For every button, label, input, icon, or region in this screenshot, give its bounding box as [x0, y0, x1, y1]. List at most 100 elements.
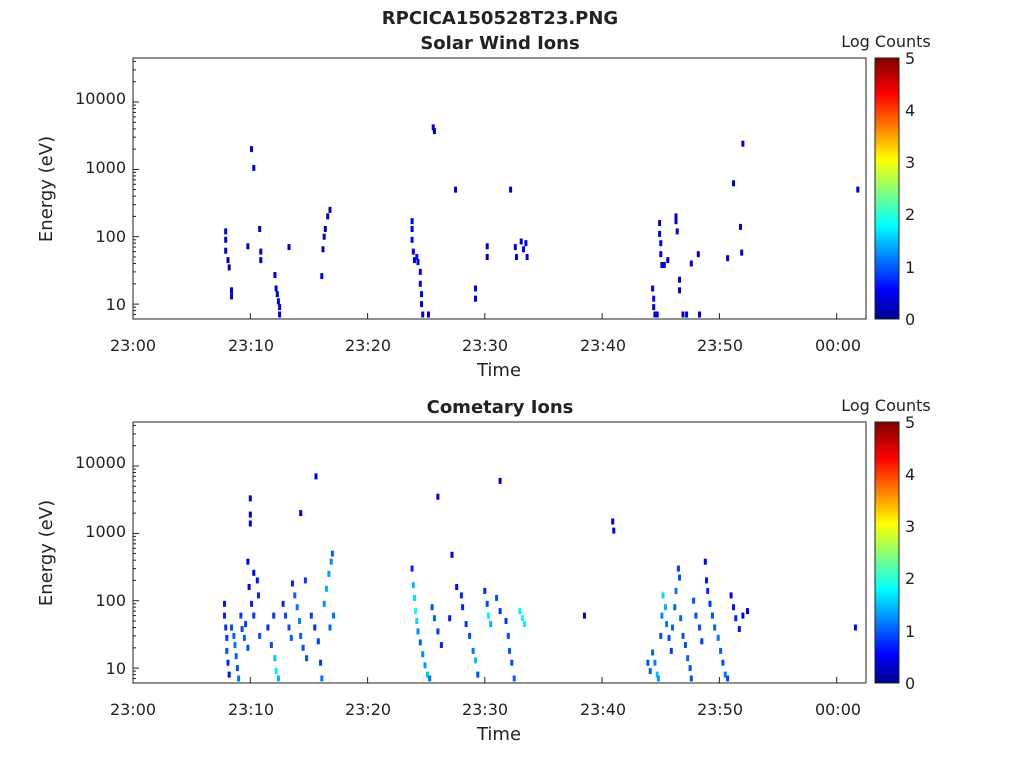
y-tick-label: 10 — [106, 659, 126, 678]
heatmap-cell — [667, 634, 671, 641]
heatmap-cell — [410, 236, 414, 243]
heatmap-cell — [485, 600, 489, 607]
x-tick-label: 23:40 — [580, 700, 626, 719]
y-tick-label: 10 — [106, 295, 126, 314]
heatmap-cell — [853, 624, 857, 631]
heatmap-cell — [230, 293, 233, 300]
heatmap-cell — [420, 301, 423, 308]
colorbar-tick-label: 1 — [905, 622, 915, 641]
heatmap-cell — [269, 642, 273, 648]
heatmap-cell — [276, 675, 280, 682]
heatmap-cell — [328, 206, 332, 213]
heatmap-cell — [421, 311, 425, 318]
x-tick-label: 00:00 — [815, 336, 861, 355]
heatmap-cell — [659, 251, 663, 258]
heatmap-cell — [498, 477, 502, 484]
x-axis-label: Time — [476, 724, 521, 745]
heatmap-cell — [309, 612, 313, 619]
heatmap-cell — [252, 569, 256, 576]
heatmap-cell — [464, 621, 468, 628]
heatmap-cell — [524, 240, 528, 247]
heatmap-cell — [741, 140, 745, 147]
heatmap-cell — [416, 259, 420, 266]
heatmap-cell — [510, 659, 514, 666]
heatmap-cell — [431, 124, 435, 131]
heatmap-cell — [413, 594, 416, 601]
heatmap-cell — [495, 594, 499, 601]
heatmap-cell — [227, 671, 231, 678]
panel-title: Solar Wind Ions — [420, 33, 579, 54]
y-tick-label: 1000 — [85, 522, 126, 541]
heatmap-cell — [705, 577, 708, 584]
heatmap-cell — [223, 612, 226, 619]
heatmap-cell — [506, 632, 510, 639]
heatmap-cell — [410, 218, 414, 225]
heatmap-cell — [698, 311, 701, 318]
heatmap-cell — [328, 624, 332, 631]
heatmap-cell — [252, 164, 256, 171]
heatmap-cell — [227, 264, 231, 271]
heatmap-cell — [664, 604, 667, 611]
heatmap-cell — [332, 612, 335, 619]
heatmap-cell — [726, 675, 730, 682]
heatmap-cell — [692, 597, 696, 604]
x-tick-label: 23:30 — [462, 700, 508, 719]
heatmap-cell — [706, 587, 710, 594]
x-tick-label: 00:00 — [815, 700, 861, 719]
colorbar-tick-label: 4 — [905, 465, 915, 484]
heatmap-cell — [679, 615, 683, 622]
heatmap-cell — [439, 642, 443, 648]
x-ticks: 23:00 23:10 23:20 23:30 23:40 23:50 00:0… — [110, 313, 861, 355]
heatmap-cell — [411, 582, 415, 589]
heatmap-cell — [248, 511, 252, 518]
heatmap-cell — [425, 671, 429, 678]
heatmap-cell — [651, 285, 655, 292]
heatmap-cell — [694, 612, 698, 619]
heatmap-cell — [525, 254, 529, 260]
heatmap-cell — [301, 644, 305, 651]
heatmap-cell — [330, 550, 334, 557]
x-tick-label: 23:00 — [110, 700, 156, 719]
plot-frame — [132, 421, 867, 684]
heatmap-cell — [523, 621, 527, 628]
x-tick-label: 23:10 — [228, 700, 274, 719]
heatmap-cell — [316, 638, 320, 645]
heatmap-cell — [726, 255, 730, 262]
heatmap-cell — [719, 647, 723, 654]
heatmap-cell — [291, 580, 294, 587]
heatmap-cell — [320, 675, 324, 682]
heatmap-cell — [319, 659, 323, 666]
heatmap-cell — [729, 592, 733, 599]
heatmap-cell — [430, 604, 434, 611]
heatmap-cell — [410, 565, 414, 572]
y-ticks: 10 100 1000 10000 — [75, 424, 139, 684]
heatmap-cell — [416, 628, 420, 635]
x-tick-label: 23:30 — [462, 336, 508, 355]
heatmap-cell — [276, 298, 280, 305]
heatmap-cell — [696, 251, 700, 258]
heatmap-cell — [515, 254, 518, 260]
heatmap-cell — [448, 615, 452, 622]
panel-cometary: Cometary Ions Energy (eV) Time 10 100 10… — [36, 396, 931, 745]
heatmap-cell — [710, 612, 714, 619]
heatmap-cell — [660, 262, 664, 268]
panel-solar-wind: Solar Wind Ions Energy (eV) Time 10 100 … — [36, 32, 931, 381]
heatmap-cell — [305, 655, 309, 662]
x-axis-label: Time — [476, 360, 521, 381]
y-tick-label: 100 — [95, 591, 126, 610]
heatmap-cell — [583, 612, 586, 619]
heatmap-cell — [240, 626, 244, 632]
heatmap-cell — [432, 128, 436, 135]
heatmap-cell — [313, 624, 317, 631]
heatmap-cell — [652, 304, 656, 311]
heatmap-cell — [252, 612, 256, 619]
heatmap-cell — [223, 600, 226, 607]
colorbar-tick-label: 5 — [905, 49, 915, 68]
heatmap-cell — [468, 632, 472, 639]
heatmap-cell — [476, 671, 480, 678]
heatmap-cell — [660, 612, 664, 619]
heatmap-cell — [415, 254, 419, 260]
heatmap-cell — [281, 600, 285, 607]
x-tick-label: 23:00 — [110, 336, 156, 355]
heatmap-cell — [676, 565, 680, 572]
